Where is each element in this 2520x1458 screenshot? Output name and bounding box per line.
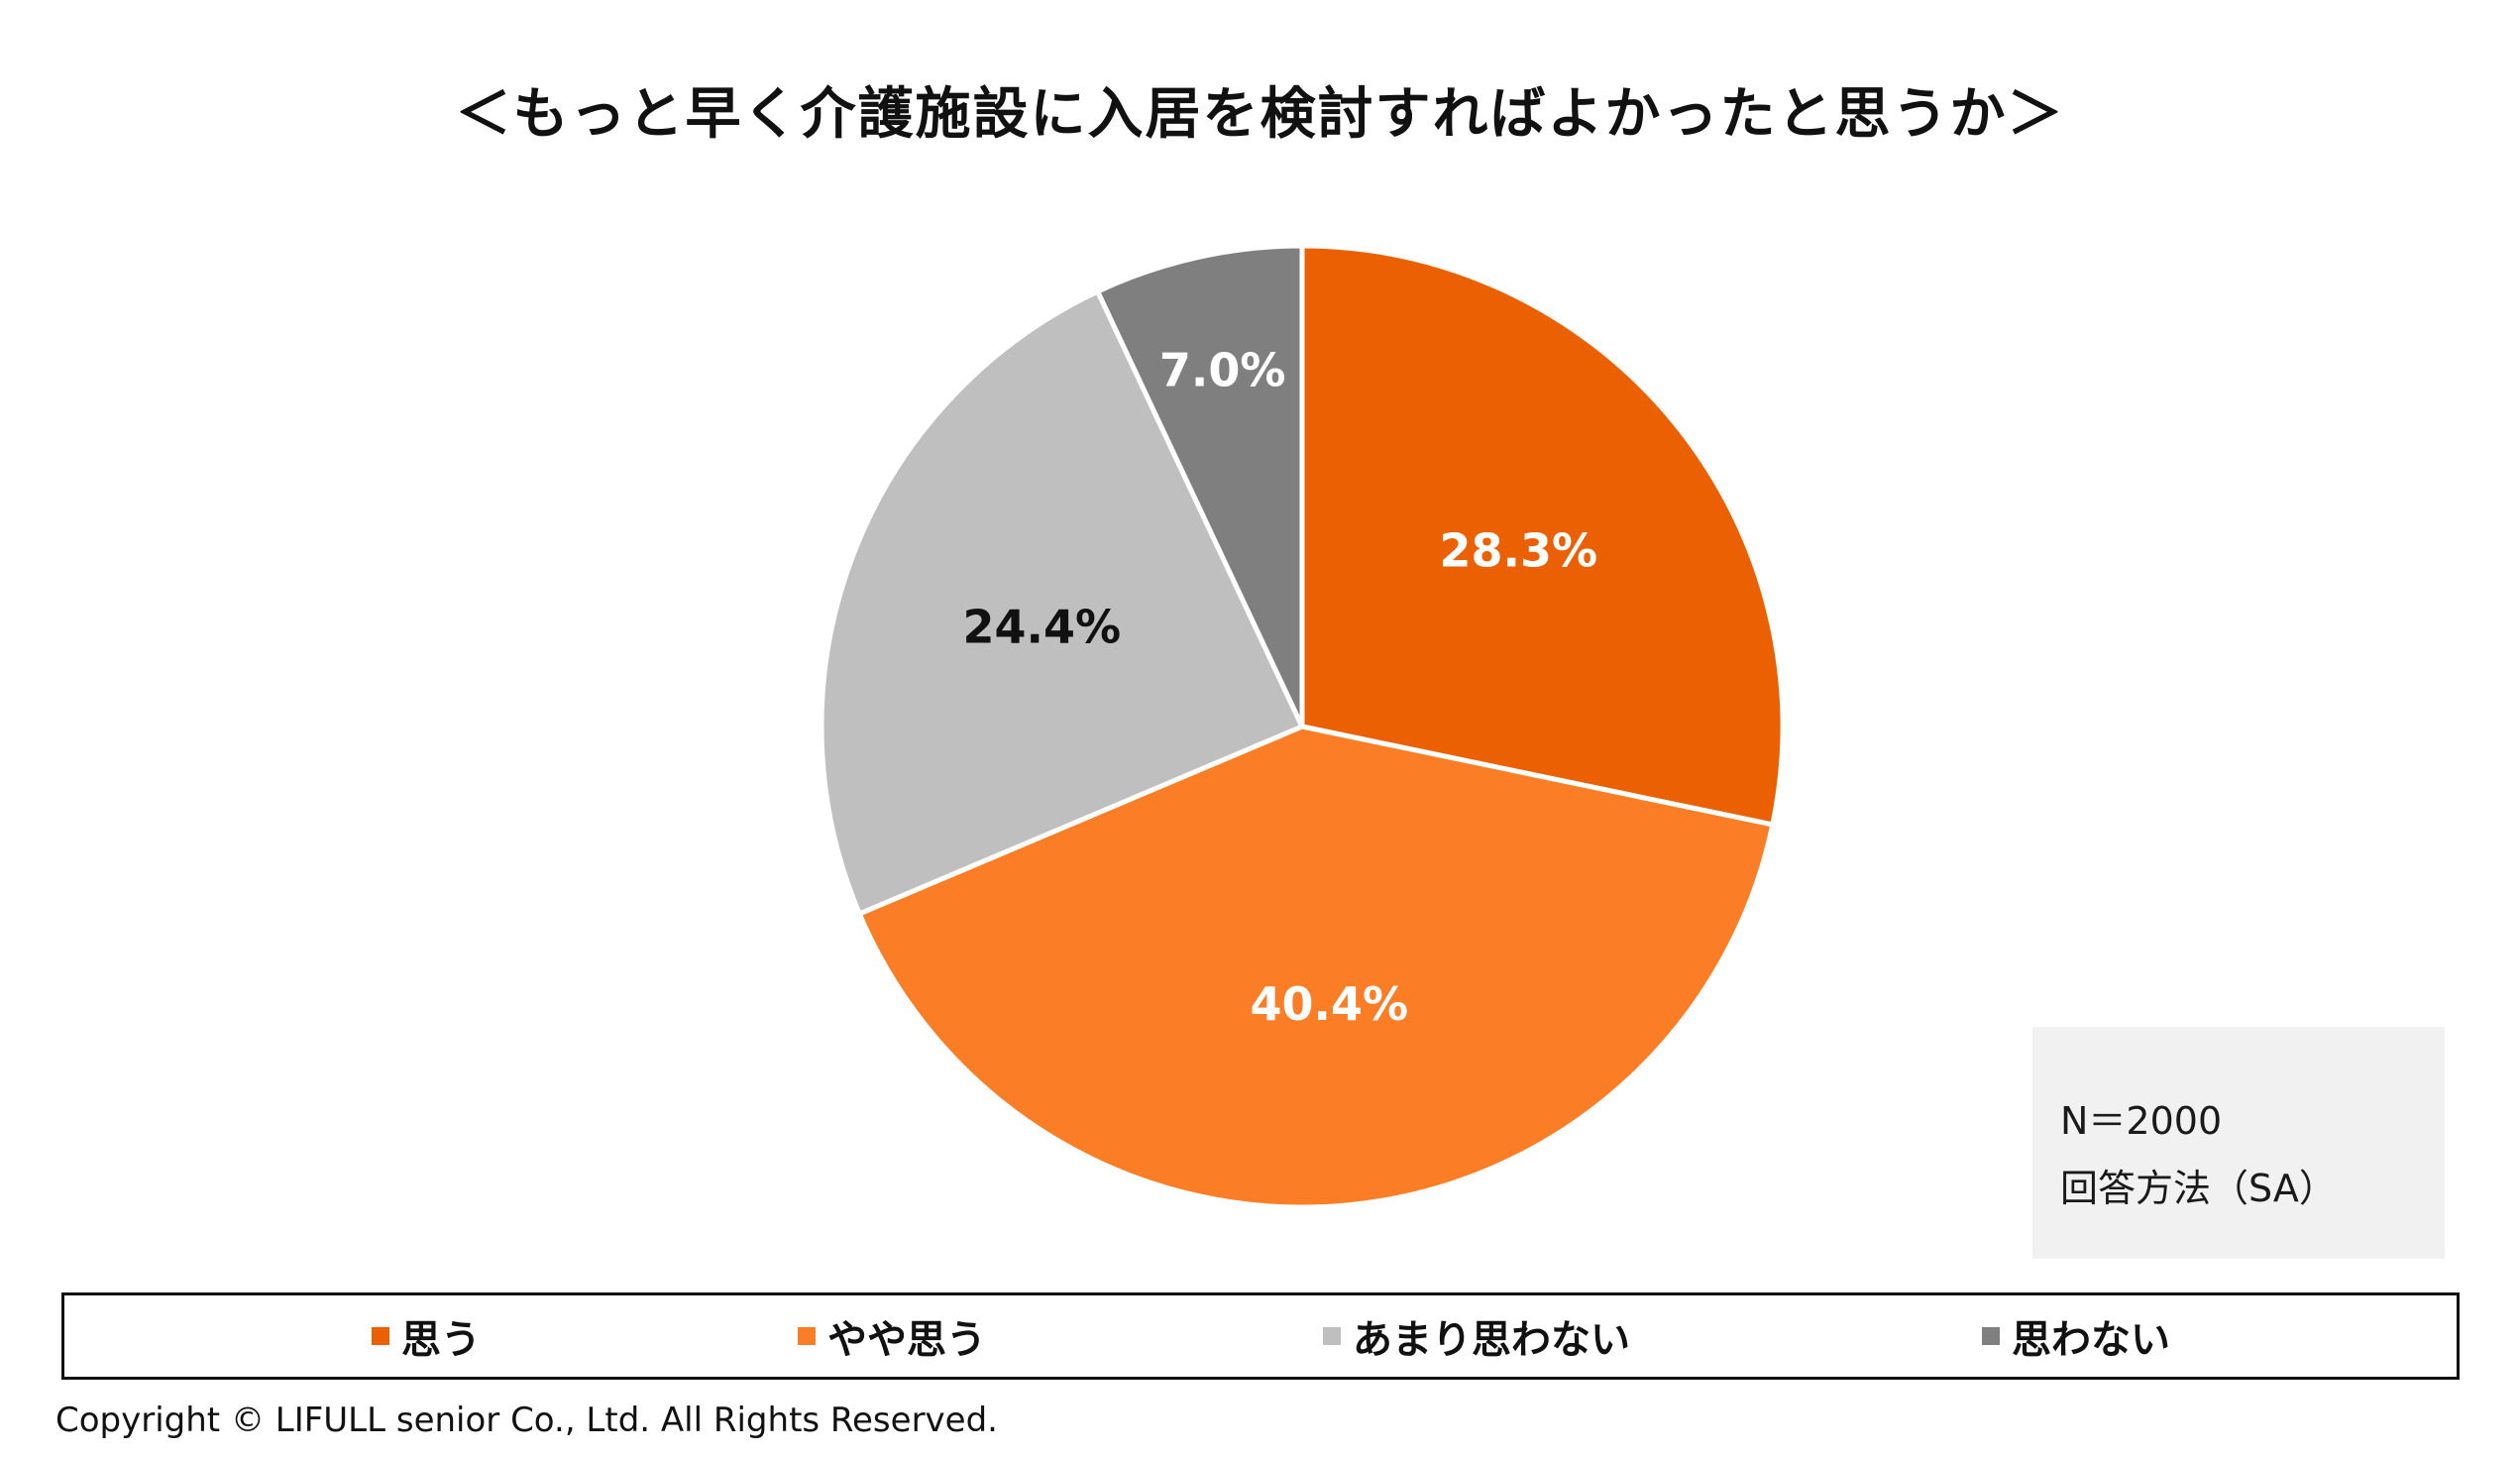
slice-omou <box>1299 243 1786 828</box>
pie-chart: 28.3% 40.4% 24.4% 7.0% <box>819 243 1786 1210</box>
legend-item-omou: 思う <box>372 1295 481 1377</box>
answer-method: 回答方法（SA） <box>2060 1167 2337 1210</box>
sample-info-box: N＝2000 回答方法（SA） <box>2032 1027 2445 1259</box>
legend: 思う やや思う あまり思わない 思わない <box>61 1292 2460 1380</box>
legend-swatch <box>372 1327 389 1345</box>
slice-value-label: 24.4% <box>962 600 1121 653</box>
legend-item-yaya-omou: やや思う <box>798 1295 986 1377</box>
slice-amari-omowanai <box>819 288 1305 917</box>
legend-label: 思う <box>401 1317 481 1363</box>
legend-label: 思わない <box>2012 1317 2170 1363</box>
legend-swatch <box>798 1327 816 1345</box>
legend-item-omowanai: 思わない <box>1982 1295 2170 1377</box>
slice-value-label: 28.3% <box>1439 524 1597 578</box>
legend-item-amari-omowanai: あまり思わない <box>1323 1295 1630 1377</box>
copyright: Copyright © LIFULL senior Co., Ltd. All … <box>55 1401 998 1440</box>
legend-label: やや思う <box>827 1317 986 1363</box>
legend-label: あまり思わない <box>1353 1317 1630 1363</box>
sample-size: N＝2000 <box>2060 1099 2223 1143</box>
slice-yaya-omou <box>856 724 1776 1210</box>
legend-swatch <box>1982 1327 2000 1345</box>
legend-swatch <box>1323 1327 1341 1345</box>
slice-omowanai <box>1095 243 1305 729</box>
slice-value-label: 7.0% <box>1159 343 1286 396</box>
slice-value-label: 40.4% <box>1251 977 1409 1031</box>
chart-title: ＜もっと早く介護施設に入居を検討すればよかったと思うか＞ <box>455 82 2065 147</box>
